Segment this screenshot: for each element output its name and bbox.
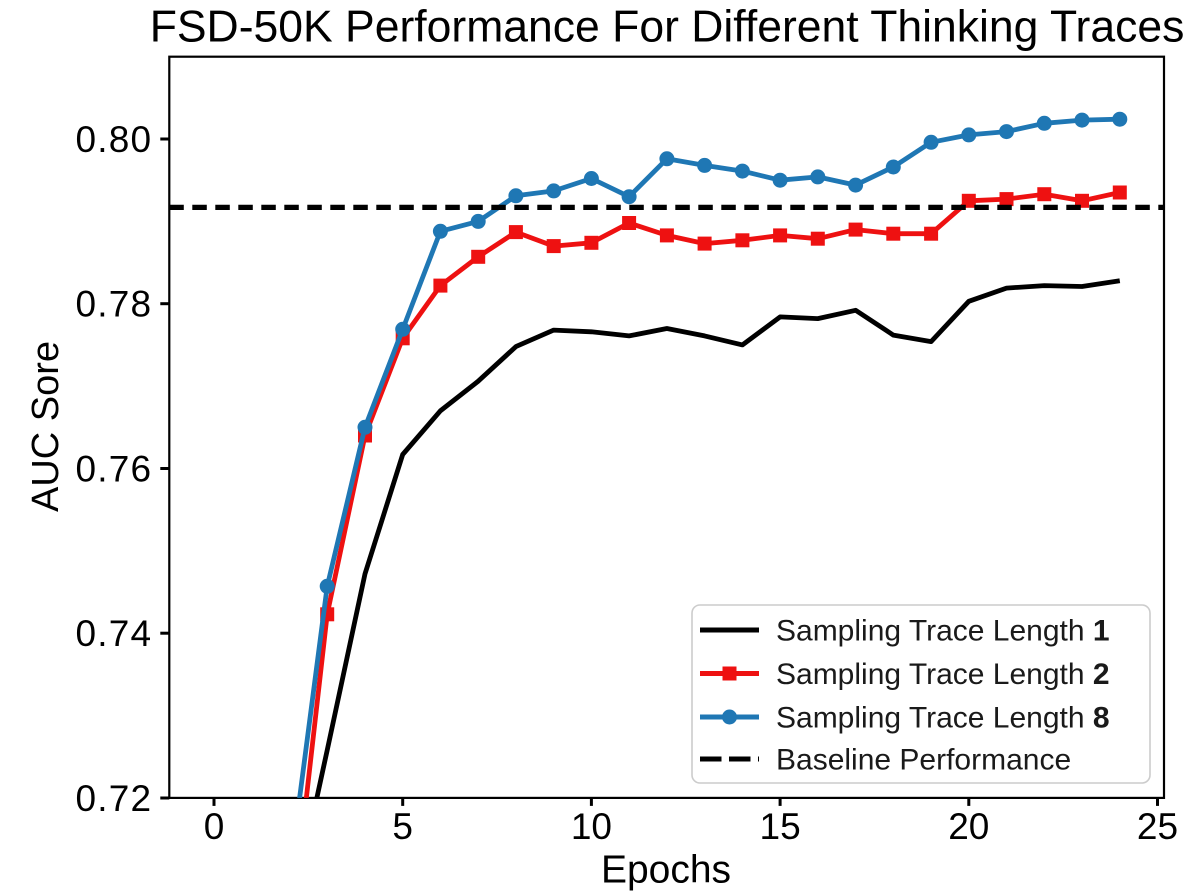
svg-text:0.76: 0.76 [75, 449, 152, 490]
svg-text:AUC Sore: AUC Sore [25, 341, 67, 512]
svg-text:Baseline Performance: Baseline Performance [776, 744, 1071, 777]
svg-text:Sampling Trace Length 2: Sampling Trace Length 2 [776, 658, 1110, 691]
svg-text:10: 10 [571, 806, 612, 847]
svg-text:Sampling Trace Length 8: Sampling Trace Length 8 [776, 702, 1110, 735]
svg-text:0.78: 0.78 [75, 284, 152, 325]
svg-text:15: 15 [760, 806, 801, 847]
svg-text:25: 25 [1137, 806, 1178, 847]
svg-text:Epochs: Epochs [601, 849, 731, 892]
svg-text:5: 5 [392, 806, 413, 847]
svg-text:FSD-50K Performance For Differ: FSD-50K Performance For Different Thinki… [150, 3, 1185, 52]
svg-text:0.80: 0.80 [75, 119, 152, 160]
svg-text:0: 0 [204, 806, 225, 847]
svg-text:0.74: 0.74 [75, 613, 152, 654]
svg-text:Sampling Trace Length 1: Sampling Trace Length 1 [776, 615, 1110, 648]
svg-text:20: 20 [948, 806, 989, 847]
svg-text:0.72: 0.72 [75, 778, 152, 819]
